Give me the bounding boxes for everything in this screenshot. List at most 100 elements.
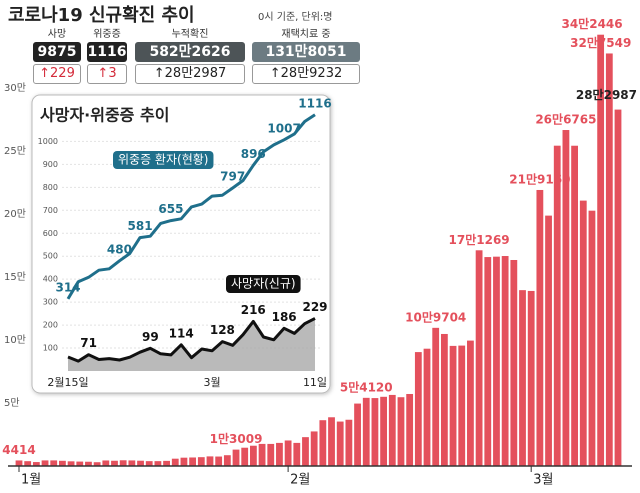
- bar: [423, 348, 431, 466]
- bar: [579, 200, 587, 466]
- bar: [232, 449, 240, 466]
- bar: [553, 145, 561, 466]
- bar: [206, 456, 214, 466]
- bar-value-label: 5만4120: [340, 379, 393, 394]
- bar: [32, 462, 40, 466]
- bar: [362, 397, 370, 466]
- bar: [310, 431, 318, 466]
- bar: [276, 442, 283, 466]
- bar: [41, 460, 49, 466]
- bar: [197, 457, 205, 466]
- bar: [449, 345, 457, 466]
- bar: [284, 440, 292, 466]
- arrow-icon: ↑: [97, 66, 109, 81]
- bar: [154, 461, 162, 466]
- legend-box: [226, 275, 301, 293]
- point-value-label: 229: [302, 300, 327, 314]
- point-value-label: 655: [158, 202, 183, 216]
- stat-change: 229: [50, 66, 75, 81]
- stat-value: 131만8051: [252, 42, 360, 62]
- bar: [406, 393, 414, 466]
- bar: [571, 145, 578, 466]
- bar-value-label: 26만6765: [535, 112, 596, 127]
- bar: [588, 210, 596, 466]
- stat-value: 582만2626: [135, 42, 245, 62]
- stat-critical: 위중증 1116 ↑3: [87, 28, 127, 84]
- bar: [302, 437, 309, 466]
- y-tick-label: 15만: [4, 271, 26, 283]
- y-tick-label: 700: [43, 206, 58, 215]
- bar: [85, 461, 92, 466]
- bar: [59, 460, 66, 466]
- bar: [189, 457, 197, 466]
- bar-value-label: 4414: [2, 443, 35, 457]
- inset-box: [31, 94, 331, 394]
- bar: [614, 109, 622, 466]
- bar-value-label: 10만9704: [405, 309, 466, 324]
- x-tick-label: 3월: [533, 473, 553, 488]
- point-value-label: 1116: [298, 96, 331, 110]
- legend-label: 사망자(신규): [231, 277, 296, 291]
- bar: [493, 256, 500, 466]
- bar-value-label: 1만3009: [210, 431, 263, 446]
- bar: [536, 189, 544, 466]
- bar-value-label: 28만2987: [576, 87, 637, 102]
- stat-home-care: 재택치료 중 131만8051 ↑28만9232: [252, 28, 360, 84]
- bar: [414, 352, 422, 466]
- y-tick-label: 10만: [4, 334, 26, 346]
- stat-change: 3: [108, 66, 117, 81]
- bar: [128, 460, 136, 466]
- y-tick-label: 100: [43, 344, 58, 353]
- bar: [354, 403, 361, 466]
- arrow-icon: ↑: [153, 66, 165, 81]
- bar: [67, 461, 75, 466]
- bar: [267, 443, 275, 466]
- bar: [562, 130, 570, 466]
- bar: [545, 215, 552, 466]
- stat-cumulative: 누적확진 582만2626 ↑28만2987: [135, 28, 245, 84]
- bar: [527, 290, 535, 466]
- point-value-label: 71: [80, 336, 97, 350]
- bar: [345, 419, 353, 466]
- bar: [293, 442, 301, 466]
- stat-change: 28만9232: [280, 66, 343, 81]
- bar: [388, 394, 396, 466]
- chart-title: 코로나19 신규확진 추이: [8, 5, 195, 26]
- bar: [336, 421, 344, 466]
- stat-deaths: 사망 9875 ↑229: [33, 28, 81, 84]
- bar: [319, 420, 327, 466]
- y-tick-label: 500: [43, 252, 58, 261]
- bar-value-label: 17만1269: [449, 232, 510, 247]
- bar: [484, 257, 492, 466]
- y-tick-label: 5만: [4, 397, 20, 409]
- point-value-label: 896: [241, 147, 266, 161]
- bar: [380, 396, 388, 466]
- x-tick-label: 11일: [303, 375, 327, 389]
- bar: [328, 417, 335, 466]
- point-value-label: 797: [220, 170, 245, 184]
- bar: [15, 460, 23, 466]
- y-tick-label: 200: [43, 321, 58, 330]
- point-value-label: 186: [272, 310, 297, 324]
- stat-change-box: ↑3: [87, 64, 127, 84]
- bar: [145, 461, 153, 466]
- bar: [76, 461, 84, 466]
- bar: [510, 259, 518, 466]
- y-tick-label: 25만: [4, 145, 26, 157]
- bar: [597, 34, 605, 466]
- legend-label: 위중증 환자(현황): [118, 153, 208, 167]
- bar: [258, 443, 266, 466]
- bar: [440, 333, 448, 466]
- bar: [371, 398, 379, 466]
- x-tick-label: 1월: [21, 473, 41, 488]
- y-tick-label: 300: [43, 298, 58, 307]
- bar: [180, 457, 188, 466]
- bar: [501, 256, 509, 466]
- stat-change: 28만2987: [164, 66, 227, 81]
- inset-chart: 사망자·위중증 추이 100 200 300 400 500 600 700 800 900 100…: [31, 94, 332, 394]
- arrow-icon: ↑: [39, 66, 51, 81]
- stat-label: 재택치료 중: [281, 29, 331, 40]
- x-tick-label: 2월: [290, 473, 310, 488]
- point-value-label: 128: [210, 323, 235, 337]
